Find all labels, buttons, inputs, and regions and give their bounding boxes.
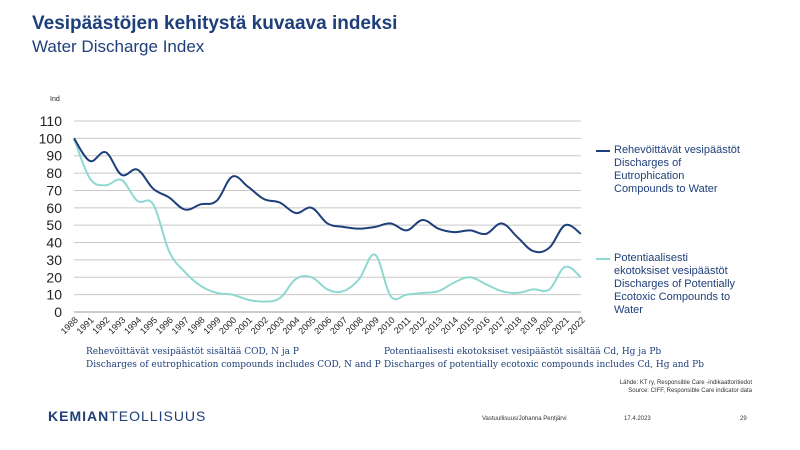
y-tick-label: 80 (46, 165, 62, 181)
y-tick-label: 60 (46, 200, 62, 216)
series-line-eutrophication (73, 137, 582, 254)
note-ecotox-fi: Potentiaalisesti ekotoksiset vesipäästöt… (384, 347, 662, 357)
footer-page-number: 29 (740, 416, 747, 422)
legend-eutro-line-3: Eutrophication (614, 170, 685, 182)
legend-ecotox-line-4: Ecotoxic Compounds to (614, 291, 731, 303)
y-tick-label: 110 (40, 113, 63, 129)
y-tick-label: 0 (54, 304, 62, 320)
legend-ecotox-line-1: Potentiaalisesti (614, 252, 688, 264)
x-tick-label: 2022 (566, 315, 587, 336)
legend-item-eutrophication: Rehevöittävät vesipäästöt Discharges of … (614, 144, 740, 196)
x-axis-ticks: 1988199119921993199419951996199719981999… (59, 315, 587, 336)
legend-ecotox-line-3: Discharges of Potentially (614, 278, 736, 290)
page-subtitle: Water Discharge Index (32, 37, 205, 56)
source-line-fi: Lähde: KT ry, Responsible Care -indikaat… (619, 380, 752, 386)
footer-date: 17.4.2023 (624, 416, 651, 422)
note-eutro-en: Discharges of eutrophication compounds i… (86, 360, 381, 370)
note-eutro-fi: Rehevöittävät vesipäästöt sisältää COD, … (86, 347, 299, 357)
legend-eutro-line-4: Compounds to Water (614, 183, 718, 195)
legend-ecotox-line-5: Water (614, 304, 643, 316)
y-tick-label: 40 (46, 235, 62, 251)
chart-series (73, 137, 582, 303)
logo-bold-part: KEMIAN (48, 408, 110, 424)
company-logo: KEMIANTEOLLISUUS (48, 408, 206, 424)
y-tick-label: 70 (46, 182, 62, 198)
series-line-ecotoxic (73, 137, 582, 303)
y-tick-label: 100 (39, 130, 63, 146)
y-axis-label: Ind (50, 96, 60, 103)
legend-ecotox-line-2: ekotoksiset vesipäästöt (614, 265, 728, 277)
y-tick-label: 30 (46, 252, 62, 268)
legend-swatch-eutrophication (596, 150, 610, 152)
logo-regular-part: TEOLLISUUS (109, 408, 207, 424)
footer-author: Vastuullisuus/Johanna Pentjärvi (482, 416, 567, 422)
legend-swatch-ecotoxic (596, 258, 610, 260)
y-tick-label: 20 (46, 269, 62, 285)
note-eutrophication: Rehevöittävät vesipäästöt sisältää COD, … (86, 346, 381, 372)
page-title: Vesipäästöjen kehitystä kuvaava indeksi (32, 13, 398, 34)
y-tick-label: 10 (46, 287, 62, 303)
y-tick-label: 50 (46, 217, 62, 233)
source-credit: Lähde: KT ry, Responsible Care -indikaat… (620, 379, 752, 395)
chart-gridlines (74, 120, 581, 313)
note-ecotoxic: Potentiaalisesti ekotoksiset vesipäästöt… (384, 346, 704, 372)
legend-eutro-line-2: Discharges of (614, 157, 682, 169)
y-tick-label: 90 (46, 148, 62, 164)
source-line-en: Source: CIFF, Responsible Care indicator… (628, 388, 752, 394)
note-ecotox-en: Discharges of potentially ecotoxic compo… (384, 360, 704, 370)
legend-item-ecotoxic: Potentiaalisesti ekotoksiset vesipäästöt… (614, 252, 735, 317)
legend-eutro-line-1: Rehevöittävät vesipäästöt (614, 144, 740, 156)
